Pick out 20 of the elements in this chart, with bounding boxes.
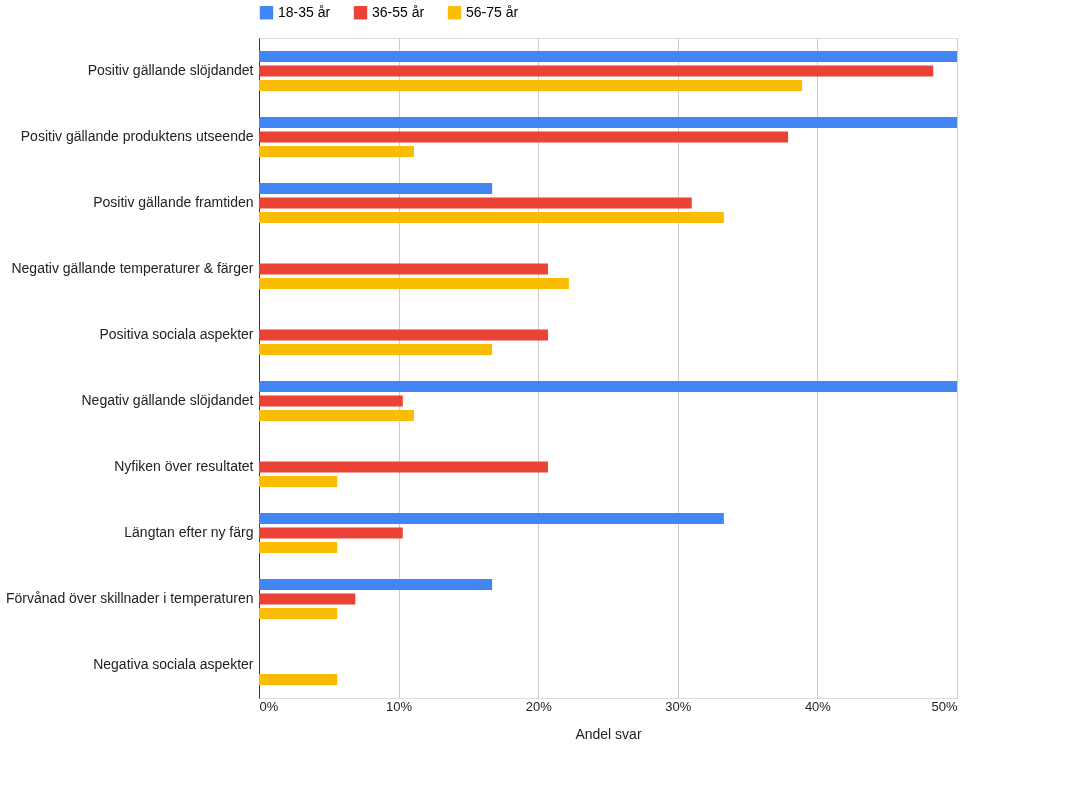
x-tick-label: 0% (259, 698, 279, 714)
legend-label: 18-35 år (278, 3, 331, 20)
y-tick-label: Förvånad över skillnader i temperaturen (6, 590, 254, 606)
y-tick-label: Negativ gällande slöjdandet (81, 392, 254, 408)
x-tick-label: 20% (525, 698, 553, 714)
x-tick-label: 30% (665, 698, 692, 714)
x-axis-title: Andel svar (575, 725, 642, 742)
x-tick-label: 10% (386, 698, 413, 714)
x-tick-label: 50% (931, 698, 958, 714)
y-tick-label: Positiva sociala aspekter (99, 326, 254, 342)
y-tick-label: Positiv gällande slöjdandet (87, 62, 254, 78)
y-tick-label: Positiv gällande produktens utseende (20, 128, 254, 144)
y-tick-label: Negativ gällande temperaturer & färger (11, 260, 254, 276)
x-tick-label: 40% (804, 698, 832, 714)
y-tick-label: Nyfiken över resultatet (114, 458, 254, 474)
y-tick-label: Negativa sociala aspekter (93, 656, 254, 672)
y-tick-label: Positiv gällande framtiden (93, 194, 254, 210)
y-tick-label: Längtan efter ny färg (124, 524, 254, 540)
legend-label: 36-55 år (372, 3, 425, 20)
legend-label: 56-75 år (466, 3, 519, 20)
